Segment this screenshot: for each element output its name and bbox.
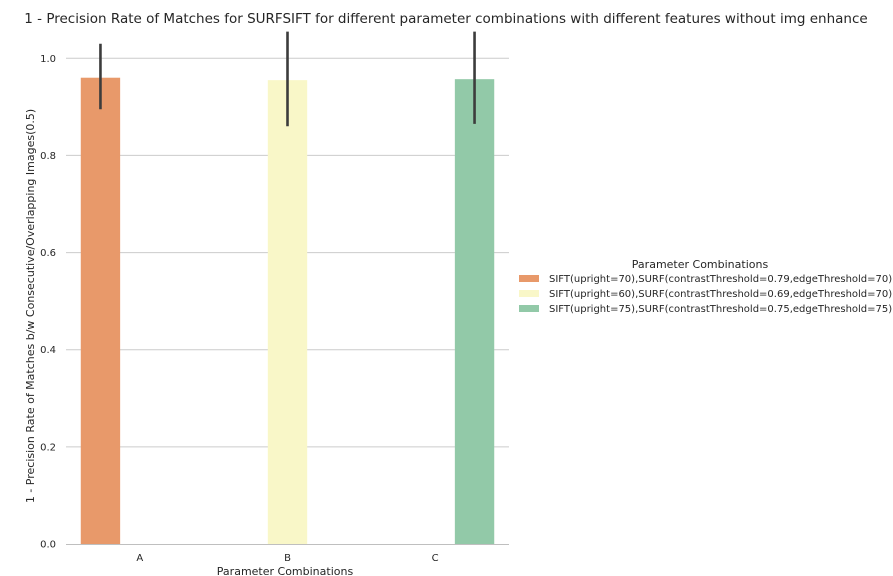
chart-title: 1 - Precision Rate of Matches for SURFSI… xyxy=(24,11,867,27)
legend-swatch xyxy=(519,305,539,312)
x-tick-label: C xyxy=(432,553,439,564)
legend-swatch xyxy=(519,290,539,297)
y-tick-label: 1.0 xyxy=(40,54,56,65)
legend-label: SIFT(upright=60),SURF(contrastThreshold=… xyxy=(549,289,892,300)
y-tick-label: 0.8 xyxy=(40,151,56,162)
legend: Parameter Combinations SIFT(upright=70),… xyxy=(519,258,892,315)
legend-title: Parameter Combinations xyxy=(632,258,769,271)
legend-label: SIFT(upright=70),SURF(contrastThreshold=… xyxy=(549,274,892,285)
x-tick-labels: A B C xyxy=(136,553,438,564)
y-tick-label: 0.2 xyxy=(40,442,56,453)
x-tick-label: A xyxy=(136,553,143,564)
legend-items: SIFT(upright=70),SURF(contrastThreshold=… xyxy=(519,274,892,315)
bar xyxy=(454,79,495,545)
y-tick-label: 0.4 xyxy=(40,345,56,356)
bar xyxy=(80,77,121,544)
bars xyxy=(80,77,495,545)
y-tick-label: 0.6 xyxy=(40,248,56,259)
y-axis-label: 1 - Precision Rate of Matches b/w Consec… xyxy=(24,109,37,503)
x-tick-label: B xyxy=(284,553,291,564)
y-tick-label: 0.0 xyxy=(40,540,56,551)
legend-label: SIFT(upright=75),SURF(contrastThreshold=… xyxy=(549,304,892,315)
y-tick-labels: 0.0 0.2 0.4 0.6 0.8 1.0 xyxy=(40,54,56,551)
x-axis-label: Parameter Combinations xyxy=(217,565,354,576)
error-bars xyxy=(99,31,476,127)
legend-swatch xyxy=(519,275,539,282)
bar xyxy=(267,80,308,545)
